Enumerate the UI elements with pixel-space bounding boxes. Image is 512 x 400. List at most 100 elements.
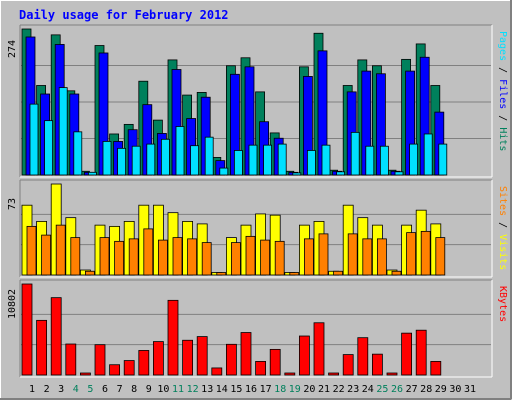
pages-bar	[88, 171, 97, 176]
kbytes-bar	[21, 283, 33, 376]
kbytes-bar	[152, 341, 164, 376]
pages-bar	[292, 172, 302, 176]
day-label: 18	[274, 384, 286, 395]
sites-bar	[347, 233, 358, 276]
kbytes-bar	[284, 372, 296, 376]
sites-bar	[201, 242, 212, 276]
day-label: 23	[347, 384, 359, 395]
side-legend-part: Visits	[497, 234, 508, 270]
day-label: 24	[362, 384, 374, 395]
day-label: 21	[318, 384, 330, 395]
pages-bar	[219, 167, 229, 176]
ymax-label: 10802	[7, 289, 18, 319]
sites-bar	[41, 234, 51, 276]
sites-bar	[289, 272, 300, 276]
sites-bar	[55, 224, 66, 276]
kbytes-bar	[138, 350, 150, 376]
sites-bar	[172, 237, 183, 276]
kbytes-bar	[240, 332, 252, 376]
sites-bar	[318, 233, 329, 276]
pages-bar	[365, 145, 375, 176]
day-label: 13	[201, 384, 213, 395]
day-labels: 1 2 3 4 5 6 7 8 9 10 11 12 13 14 15 16 17 18 19 20 21 22 23 24 2…	[29, 384, 476, 395]
sites-bar	[435, 237, 446, 276]
kbytes-bar	[342, 354, 354, 376]
kbytes-bar	[371, 353, 383, 376]
pages-bar	[336, 171, 346, 176]
day-label: 12	[187, 384, 199, 395]
pages-bar	[233, 150, 243, 176]
pages-bar	[204, 136, 214, 176]
day-label: 1	[29, 384, 35, 395]
chart-title: Daily usage for February 2012	[19, 8, 229, 22]
sites-bar	[143, 228, 154, 276]
kbytes-bar	[36, 319, 47, 376]
sites-bar	[406, 232, 417, 276]
kbytes-bar	[313, 322, 325, 376]
day-label: 20	[303, 384, 315, 395]
sites-bar	[157, 239, 168, 276]
pages-bar	[248, 144, 258, 176]
sites-bar	[274, 240, 285, 276]
day-label: 3	[58, 384, 64, 395]
side-legend-part: Sites	[497, 186, 508, 216]
day-label: 15	[230, 384, 242, 395]
pages-bar	[58, 87, 68, 176]
day-label: 25	[376, 384, 388, 395]
sites-bar	[245, 235, 256, 276]
side-legend: KBytes	[497, 286, 508, 322]
sites-bar	[85, 270, 95, 276]
day-label: 27	[406, 384, 418, 395]
day-label: 17	[260, 384, 272, 395]
kbytes-bar	[80, 372, 91, 376]
side-legend-part: KBytes	[497, 286, 508, 322]
day-label: 5	[87, 384, 93, 395]
sites-bar	[230, 242, 241, 276]
day-label: 8	[131, 384, 137, 395]
side-legend-part: Files	[497, 79, 508, 109]
pages-bar	[160, 138, 170, 176]
panel-hits-files-pages: 274 Pages / Files / Hits	[7, 24, 508, 178]
sites-bar	[128, 238, 139, 276]
day-label: 11	[172, 384, 184, 395]
kbytes-bar	[196, 336, 208, 376]
kbytes-bar	[123, 360, 135, 376]
side-legend-part: /	[497, 109, 508, 127]
day-label: 14	[216, 384, 228, 395]
day-label: 2	[44, 384, 50, 395]
panel-kbytes: 10802 KBytes	[7, 279, 508, 378]
pages-bar	[117, 147, 126, 176]
kbytes-bar	[415, 329, 427, 376]
pages-bar	[29, 103, 39, 176]
day-label: 28	[420, 384, 432, 395]
day-label: 16	[245, 384, 257, 395]
kbytes-bar	[357, 337, 369, 376]
sites-bar	[391, 270, 402, 276]
kbytes-bar	[50, 297, 62, 376]
panels: 274 Pages / Files / Hits 73 Sites / Visits 1…	[7, 24, 508, 378]
sites-bar	[362, 238, 373, 276]
kbytes-bar	[225, 343, 237, 376]
pages-bar	[394, 171, 404, 176]
day-label: 29	[435, 384, 447, 395]
sites-bar	[99, 237, 110, 276]
sites-bar	[70, 237, 81, 276]
kbytes-bar	[65, 343, 77, 376]
pages-bar	[438, 143, 448, 176]
sites-bar	[26, 225, 37, 276]
ymax-label: 274	[7, 40, 18, 58]
pages-bar	[44, 120, 53, 176]
side-legend-part: /	[497, 216, 508, 234]
day-label: 7	[117, 384, 123, 395]
sites-bar	[303, 238, 314, 276]
sites-bar	[187, 238, 198, 276]
pages-bar	[190, 145, 200, 176]
kbytes-bar	[386, 372, 398, 376]
sites-bar	[333, 270, 344, 276]
day-label: 9	[146, 384, 152, 395]
day-label: 10	[157, 384, 169, 395]
day-label: 4	[73, 384, 79, 395]
kbytes-bar	[94, 344, 106, 376]
kbytes-bar	[298, 335, 310, 376]
